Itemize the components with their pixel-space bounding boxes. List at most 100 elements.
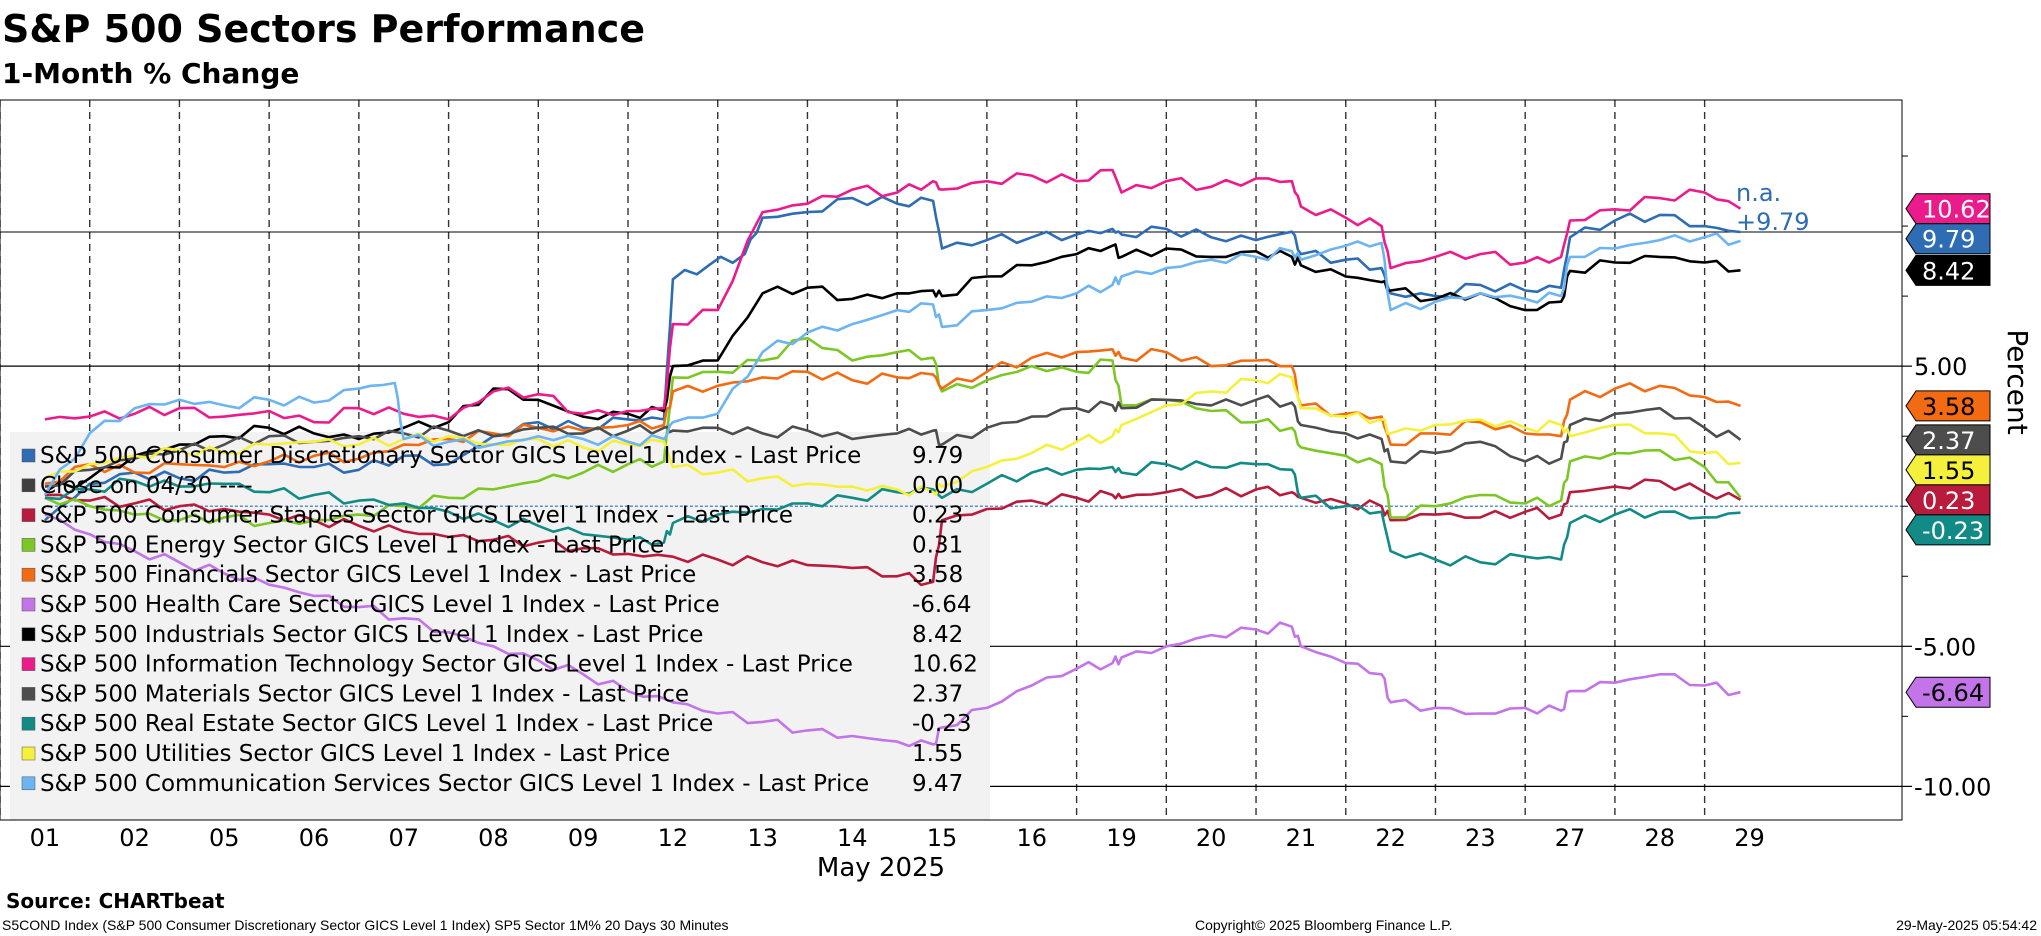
x-tick-label: 06	[299, 824, 330, 852]
series-line	[44, 168, 1742, 424]
x-tick-label: 15	[927, 824, 958, 852]
legend-entry-value: -0.23	[912, 711, 972, 737]
value-tag	[1905, 390, 1991, 422]
x-tick-label: 16	[1016, 824, 1047, 852]
value-tag-label: 3.58	[1922, 393, 1975, 421]
x-axis-month-label: May 2025	[817, 853, 945, 883]
legend-entry-value: 9.79	[912, 443, 963, 469]
legend-swatch	[21, 627, 36, 642]
value-tag-label: 2.37	[1922, 427, 1975, 455]
series-line	[44, 460, 1741, 567]
x-tick-label: 29	[1734, 824, 1765, 852]
value-tag-label: 1.55	[1922, 457, 1975, 485]
value-tag	[1905, 484, 1991, 516]
x-tick-label: 07	[388, 824, 419, 852]
value-tag	[1905, 193, 1991, 225]
legend-swatch	[21, 776, 36, 791]
chart-subtitle: 1-Month % Change	[2, 57, 299, 90]
legend-entry-label: S&P 500 Consumer Staples Sector GICS Lev…	[40, 503, 793, 529]
value-tag	[1905, 223, 1991, 255]
x-tick-label: 19	[1106, 824, 1137, 852]
chart-title: S&P 500 Sectors Performance	[2, 7, 645, 51]
legend-entry-label: Close on 04/30 ----	[40, 473, 253, 499]
legend-entry-label: S&P 500 Utilities Sector GICS Level 1 In…	[40, 741, 670, 767]
legend-swatch	[21, 657, 36, 671]
value-tag-label: 9.79	[1922, 226, 1975, 254]
y-tick-label: 5.00	[1914, 353, 1967, 381]
legend: S&P 500 Consumer Discretionary Sector GI…	[21, 443, 978, 797]
footer-timestamp: 29-May-2025 05:54:42	[1896, 917, 2037, 933]
legend-entry-value: 10.62	[912, 652, 978, 678]
value-tag	[1905, 254, 1991, 286]
value-tag-label: 8.42	[1922, 257, 1975, 285]
legend-entry-label: S&P 500 Industrials Sector GICS Level 1 …	[40, 622, 703, 648]
y-axis: 5.00 -5.00 -10.00	[1902, 155, 1991, 801]
series-line	[44, 336, 1742, 528]
value-tag-label: -0.23	[1922, 517, 1984, 545]
annotation-na: n.a.	[1736, 179, 1781, 207]
legend-entry-value: 1.55	[912, 741, 963, 767]
legend-entry-label: S&P 500 Financials Sector GICS Level 1 I…	[40, 562, 696, 588]
series-line	[44, 478, 1742, 587]
legend-swatch	[21, 448, 36, 463]
x-tick-label: 02	[119, 824, 150, 852]
x-tick-label: 14	[837, 824, 868, 852]
value-tag-label: -6.64	[1922, 679, 1984, 707]
footer-description: S5COND Index (S&P 500 Consumer Discretio…	[2, 917, 729, 933]
legend-entry-value: 8.42	[912, 622, 963, 648]
footer-copyright: Copyright© 2025 Bloomberg Finance L.P.	[1195, 917, 1453, 933]
x-tick-label: 23	[1465, 824, 1496, 852]
x-tick-label: 22	[1375, 824, 1406, 852]
x-tick-label: 12	[658, 824, 689, 852]
value-tags: 10.629.79 8.42 3.58 2.371.550.23-0.23 -6.64	[1905, 193, 1991, 708]
legend-entry-value: -6.64	[912, 592, 972, 618]
legend-swatch	[21, 716, 36, 731]
plot-frame	[0, 99, 1903, 821]
legend-entry-value: 2.37	[912, 681, 963, 707]
series-line	[44, 394, 1742, 488]
legend-entry-label: S&P 500 Real Estate Sector GICS Level 1 …	[40, 711, 713, 737]
legend-entry-label: S&P 500 Energy Sector GICS Level 1 Index…	[40, 532, 664, 558]
legend-swatch	[21, 746, 36, 761]
value-tag	[1905, 514, 1991, 546]
x-tick-label: 20	[1196, 824, 1227, 852]
x-tick-label: 13	[747, 824, 778, 852]
series-line	[44, 195, 1741, 522]
legend-entry-label: S&P 500 Consumer Discretionary Sector GI…	[40, 443, 861, 469]
y-axis-label: Percent	[2001, 329, 2034, 434]
y-tick-label: -5.00	[1914, 633, 1976, 661]
legend-swatch	[21, 508, 36, 522]
legend-entry-value: 3.58	[912, 562, 963, 588]
series-line	[44, 513, 1741, 748]
value-tag	[1905, 676, 1991, 708]
source-label: Source: CHARTbeat	[6, 889, 225, 913]
legend-swatch	[21, 538, 36, 552]
series-lines	[43, 168, 1902, 748]
legend-entry-label: S&P 500 Communication Services Sector GI…	[40, 771, 869, 797]
x-tick-label: 09	[568, 824, 599, 852]
y-tick-label: -10.00	[1914, 773, 1991, 801]
x-tick-label: 01	[30, 824, 61, 852]
legend-swatch	[21, 687, 36, 701]
series-line	[43, 232, 1741, 496]
legend-entry-label: S&P 500 Health Care Sector GICS Level 1 …	[40, 592, 720, 618]
x-tick-label: 28	[1644, 824, 1675, 852]
series-line	[44, 372, 1741, 497]
legend-entry-value: 0.31	[912, 532, 963, 558]
legend-entry-value: 0.00	[912, 473, 963, 499]
legend-background	[10, 432, 990, 820]
value-tag	[1905, 424, 1991, 456]
legend-entry-label: S&P 500 Materials Sector GICS Level 1 In…	[40, 681, 689, 707]
legend-swatch	[21, 567, 36, 582]
legend-entry-value: 0.23	[912, 503, 963, 529]
legend-swatch	[21, 597, 36, 612]
annotation-close-value: +9.79	[1736, 208, 1810, 236]
x-tick-label: 27	[1555, 824, 1586, 852]
x-tick-label: 05	[209, 824, 240, 852]
x-tick-label: 08	[478, 824, 509, 852]
legend-entry-value: 9.47	[912, 771, 963, 797]
value-tag	[1905, 454, 1991, 486]
legend-swatch	[21, 478, 36, 493]
legend-entry-label: S&P 500 Information Technology Sector GI…	[40, 652, 853, 678]
